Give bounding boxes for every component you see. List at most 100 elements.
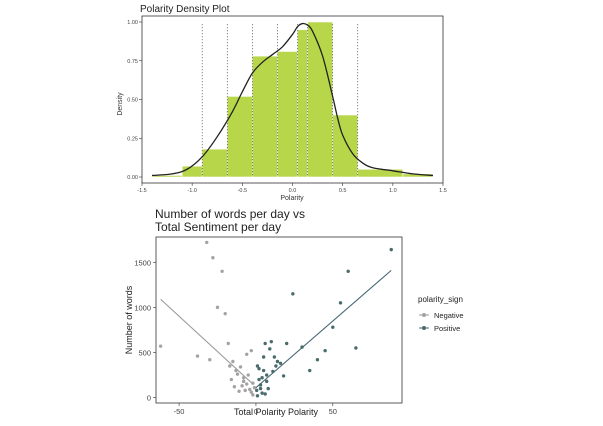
point-negative xyxy=(205,240,209,245)
point-positive xyxy=(323,348,327,353)
point-negative xyxy=(252,385,257,390)
point-negative xyxy=(220,269,224,273)
x-tick-label: -1.5 xyxy=(137,188,146,194)
point-positive xyxy=(255,364,260,368)
chart-title-line: Number of words per day vs xyxy=(155,207,305,221)
point-negative xyxy=(158,344,163,348)
point-negative xyxy=(249,390,254,394)
y-tick-label: 1500 xyxy=(134,258,151,267)
y-tick-label: 0.75 xyxy=(127,59,138,65)
point-negative xyxy=(195,354,200,358)
x-tick-label: 1.5 xyxy=(439,188,447,194)
histogram-bar xyxy=(252,55,278,178)
point-positive xyxy=(265,379,269,384)
point-negative xyxy=(245,382,249,386)
point-negative xyxy=(246,373,250,377)
histogram-bar xyxy=(307,21,333,178)
point-negative xyxy=(240,384,244,388)
legend-title: polarity_sign xyxy=(418,295,463,304)
point-positive xyxy=(263,341,267,346)
point-negative xyxy=(235,372,240,376)
point-positive xyxy=(260,391,264,395)
legend: polarity_sign Negative Positive xyxy=(418,295,464,333)
x-axis-label: Polarity xyxy=(280,195,304,202)
legend-key-point xyxy=(422,326,426,330)
x-tick-label: -50 xyxy=(174,407,185,416)
point-positive xyxy=(315,357,320,362)
point-positive xyxy=(258,383,263,387)
point-negative xyxy=(232,385,237,389)
plot-panel xyxy=(155,236,403,404)
point-negative xyxy=(248,387,252,392)
histogram-bar xyxy=(226,96,253,178)
x-tick-label: -0.5 xyxy=(238,188,247,194)
y-tick-label: 0.25 xyxy=(127,136,138,142)
point-negative xyxy=(243,388,247,393)
point-negative xyxy=(237,389,241,393)
point-positive xyxy=(281,374,286,378)
point-positive xyxy=(291,292,295,296)
fit-line-negative xyxy=(160,298,254,385)
y-tick-label: 500 xyxy=(138,348,151,357)
point-negative xyxy=(229,377,234,382)
y-tick-label: 0.00 xyxy=(127,175,138,181)
histogram-bar xyxy=(357,168,404,178)
point-positive xyxy=(308,368,312,373)
chart-title: Number of words per day vs Total Sentimen… xyxy=(155,207,305,234)
x-tick-label: 0.5 xyxy=(339,188,347,194)
point-positive xyxy=(278,361,283,366)
words-vs-sentiment-chart: Number of words per day vs Total Sentimen… xyxy=(124,207,464,417)
point-positive xyxy=(284,341,289,346)
point-positive xyxy=(266,386,270,391)
y-tick-label: 0 xyxy=(147,394,151,403)
x-axis-label: Total Polarity Polarity xyxy=(234,407,319,417)
point-positive xyxy=(331,325,335,329)
point-positive xyxy=(263,392,267,396)
x-tick-label: 0.0 xyxy=(289,188,297,194)
point-negative xyxy=(211,256,215,260)
point-positive xyxy=(300,345,304,349)
point-negative xyxy=(215,305,220,310)
point-negative xyxy=(231,359,235,364)
legend-label-negative: Negative xyxy=(434,311,464,320)
legend-key-point xyxy=(422,313,426,317)
point-positive xyxy=(258,386,263,391)
x-tick-label: -1.0 xyxy=(187,188,196,194)
point-negative xyxy=(208,357,212,362)
point-negative xyxy=(245,352,249,356)
fit-line-positive xyxy=(255,269,392,389)
y-tick-label: 1000 xyxy=(134,303,151,312)
point-negative xyxy=(241,376,246,380)
point-positive xyxy=(261,355,266,359)
point-positive xyxy=(275,359,280,364)
polarity-density-chart: Polarity Density Plot Density Polarity -… xyxy=(117,4,447,202)
point-positive xyxy=(257,367,261,371)
histogram-bar xyxy=(297,29,308,178)
y-axis-label: Number of words xyxy=(124,285,134,354)
point-positive xyxy=(260,376,264,380)
point-positive xyxy=(257,377,261,382)
point-positive xyxy=(255,388,259,393)
x-tick-label: 0 xyxy=(254,407,258,416)
point-positive xyxy=(272,355,277,359)
point-positive xyxy=(269,339,274,344)
chart-title-line: Total Sentiment per day xyxy=(155,220,281,234)
point-positive xyxy=(255,394,260,398)
point-positive xyxy=(274,364,278,368)
x-tick-label: 50 xyxy=(329,407,337,416)
histogram-bar xyxy=(181,165,203,178)
point-negative xyxy=(234,368,238,373)
histogram-bar xyxy=(277,51,298,178)
density-curve xyxy=(151,22,434,177)
histogram-bar xyxy=(332,114,359,178)
legend-entry-positive: Positive xyxy=(419,324,460,333)
chart-title: Polarity Density Plot xyxy=(140,4,230,15)
point-positive xyxy=(354,346,358,350)
point-positive xyxy=(268,347,272,351)
point-negative xyxy=(249,348,254,353)
point-positive xyxy=(346,269,350,273)
point-negative xyxy=(251,381,255,385)
legend-entry-negative: Negative xyxy=(419,311,464,320)
y-axis-label: Density xyxy=(117,92,124,116)
